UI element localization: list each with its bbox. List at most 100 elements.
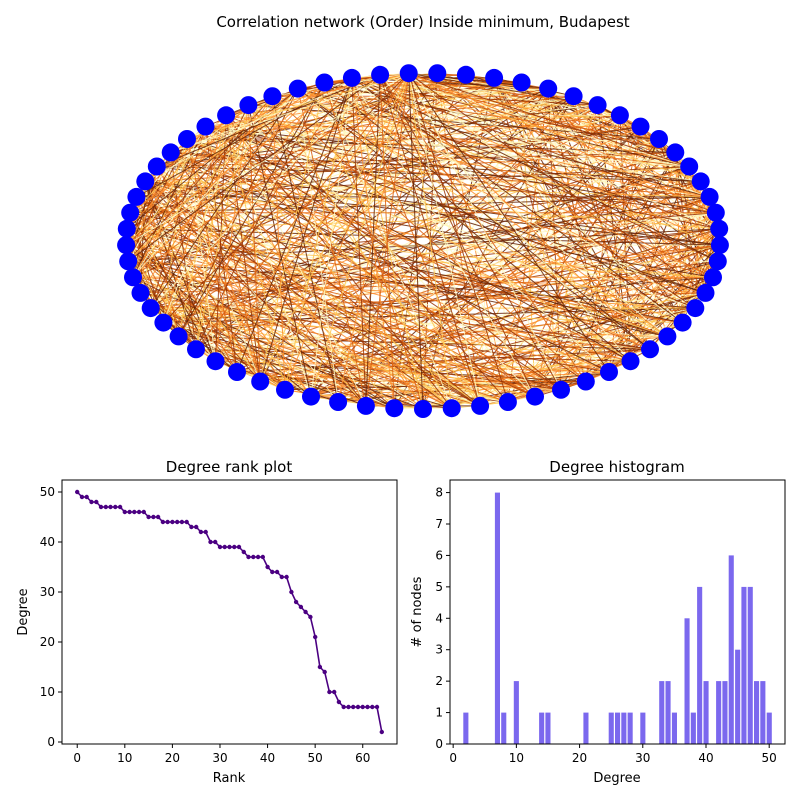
rank-plot-axes: 0 10 20 30 40 50 60 0 10 20 30 40 50 [40, 485, 371, 765]
rank-point [170, 519, 175, 525]
network-node [302, 387, 320, 406]
rank-x-tick-label: 30 [212, 751, 227, 765]
network-edge [125, 244, 631, 362]
network-edge [136, 196, 668, 337]
hist-bar [754, 681, 760, 744]
network-edge [127, 88, 299, 262]
hist-bar [722, 681, 728, 744]
rank-x-tick-label: 40 [260, 751, 275, 765]
hist-bar [697, 586, 703, 744]
rank-y-tick-label: 40 [40, 535, 55, 549]
network-edge [408, 73, 453, 409]
network-edge [163, 322, 452, 409]
network-edge [408, 73, 509, 403]
network-node [288, 79, 307, 98]
network-edge [324, 82, 651, 350]
network-edge [297, 88, 631, 362]
network-node [217, 106, 236, 125]
network-edge [408, 72, 717, 214]
rank-point [194, 524, 199, 530]
network-edge [365, 371, 610, 407]
network-node [673, 313, 692, 332]
rank-point [151, 514, 156, 520]
rank-point [98, 504, 104, 510]
rank-point [303, 609, 308, 615]
network-edge [145, 82, 325, 182]
network-node [428, 64, 447, 83]
network-edge [140, 95, 273, 294]
network-edge [136, 77, 353, 198]
hist-bar [463, 712, 469, 744]
rank-point [103, 504, 109, 510]
rank-point [141, 509, 146, 515]
network-edge [272, 95, 710, 198]
hist-bar [747, 586, 753, 744]
rank-point [327, 689, 332, 695]
network-edge [379, 74, 701, 182]
network-edge [125, 244, 367, 407]
rank-point [351, 704, 356, 710]
network-edge [132, 260, 718, 278]
rank-point [374, 704, 380, 710]
network-node [239, 96, 258, 115]
network-edge [215, 115, 227, 362]
network-edge [144, 181, 180, 337]
network-node [121, 203, 140, 222]
hist-bar [716, 681, 722, 744]
network-edge [150, 126, 206, 309]
network-edge [178, 82, 325, 337]
network-edge [226, 114, 716, 214]
network-node [371, 65, 390, 84]
network-node [706, 203, 725, 222]
hist-bar [513, 681, 519, 744]
network-edge [297, 88, 714, 278]
network-edge [408, 72, 690, 167]
network-node [708, 252, 727, 271]
hist-y-tick-label: 1 [435, 706, 443, 720]
rank-point [260, 554, 265, 560]
network-node [178, 130, 196, 148]
network-edge [379, 74, 651, 350]
network-node [658, 327, 677, 346]
network-edge [186, 72, 409, 140]
hist-y-tick-label: 6 [435, 548, 443, 562]
network-edge [205, 126, 720, 230]
network-edge [310, 77, 353, 397]
rank-x-tick-label: 20 [165, 751, 180, 765]
network-edge [135, 196, 238, 373]
network-node [147, 157, 166, 176]
network-edge [297, 88, 651, 350]
network-edge [271, 96, 286, 390]
network-edge [195, 72, 410, 350]
network-node [498, 393, 517, 411]
network-node [228, 363, 246, 381]
network-edge [337, 104, 598, 403]
network-edge [205, 126, 714, 278]
rank-point [241, 549, 246, 555]
network-nodes [117, 64, 729, 418]
rank-point [289, 589, 294, 595]
network-node [456, 65, 475, 84]
network-edge [236, 77, 353, 373]
network-edge [324, 82, 668, 337]
hist-bar [703, 681, 709, 744]
hist-x-tick-label: 50 [762, 751, 777, 765]
network-edge [640, 126, 690, 167]
network-node [276, 380, 294, 399]
network-edge [129, 212, 216, 362]
hist-bar [621, 712, 627, 744]
rank-point [94, 499, 99, 505]
hist-bar [539, 712, 545, 744]
network-node [329, 393, 348, 411]
network-edge [225, 115, 261, 382]
rank-point [274, 569, 280, 575]
network-node [710, 236, 729, 255]
network-edge [163, 72, 410, 323]
network-node [356, 396, 375, 415]
hist-bar [671, 712, 677, 744]
network-node [704, 268, 722, 287]
network-edge [126, 228, 683, 324]
hist-bar [684, 618, 690, 744]
network-node [710, 219, 729, 238]
